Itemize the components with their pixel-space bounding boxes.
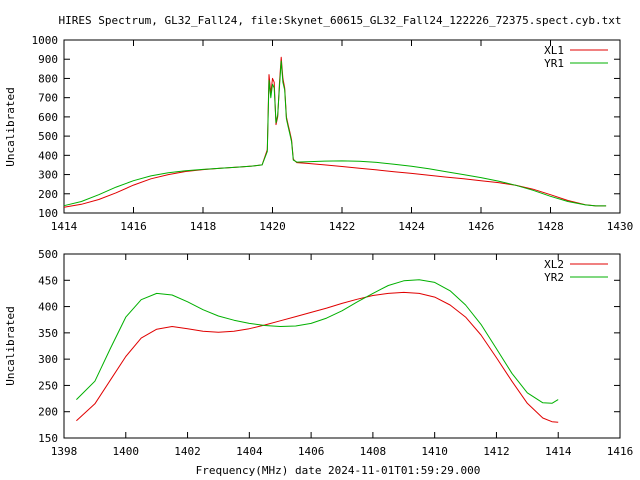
bottom-spectrum-panel: 1398 1400 1402 1404 1406 1408 1410 1412 1414 1416… (4, 248, 633, 458)
top-y-tick-label: 1000 (32, 34, 59, 47)
bottom-y-tick-label: 200 (38, 406, 58, 419)
series-line-xl2 (76, 291, 559, 423)
top-x-tick-label: 1420 (259, 220, 286, 233)
top-x-tick-label: 1422 (329, 220, 356, 233)
legend-label-xl2: XL2 (544, 258, 564, 271)
bottom-y-tick-label: 350 (38, 327, 58, 340)
top-y-tick-label: 200 (38, 188, 58, 201)
top-y-tick-label: 600 (38, 111, 58, 124)
bottom-y-tick-label: 300 (38, 353, 58, 366)
bottom-y-axis-label: Uncalibrated (4, 306, 17, 385)
bottom-x-tick-label: 1408 (360, 445, 387, 458)
series-line-yr1 (63, 60, 607, 207)
top-x-tick-label: 1430 (607, 220, 634, 233)
bottom-y-tick-label: 150 (38, 432, 58, 445)
series-line-yr2 (76, 279, 559, 404)
bottom-x-tick-label: 1400 (113, 445, 140, 458)
bottom-x-tick-label: 1414 (545, 445, 572, 458)
top-x-tick-label: 1418 (190, 220, 217, 233)
bottom-x-tick-label: 1404 (236, 445, 263, 458)
bottom-x-tick-label: 1412 (483, 445, 510, 458)
bottom-x-tick-label: 1410 (421, 445, 448, 458)
bottom-x-tick-label: 1416 (607, 445, 634, 458)
top-spectrum-panel: 1414 1416 1418 1420 1422 1424 1426 1428 1430 100 2… (4, 34, 633, 233)
top-y-axis-label: Uncalibrated (4, 87, 17, 166)
top-x-tick-label: 1426 (468, 220, 495, 233)
top-x-tick-label: 1416 (120, 220, 147, 233)
bottom-x-tick-label: 1398 (51, 445, 78, 458)
top-y-tick-label: 500 (38, 130, 58, 143)
bottom-y-tick-label: 500 (38, 248, 58, 261)
bottom-y-tick-label: 400 (38, 301, 58, 314)
bottom-y-tick-label: 450 (38, 274, 58, 287)
top-x-tick-label: 1414 (51, 220, 78, 233)
bottom-plot-frame (63, 253, 621, 439)
bottom-x-tick-label: 1406 (298, 445, 325, 458)
legend-label-xl1: XL1 (544, 44, 564, 57)
top-y-tick-label: 100 (38, 207, 58, 220)
bottom-x-tick-label: 1402 (174, 445, 201, 458)
legend-label-yr1: YR1 (544, 57, 564, 70)
top-y-tick-label: 900 (38, 53, 58, 66)
top-y-tick-label: 800 (38, 72, 58, 85)
x-axis-label: Frequency(MHz) date 2024-11-01T01:59:29.… (196, 464, 481, 477)
top-y-tick-label: 300 (38, 169, 58, 182)
top-x-tick-label: 1428 (537, 220, 564, 233)
figure-title: HIRES Spectrum, GL32_Fall24, file:Skynet… (59, 14, 622, 27)
top-y-tick-label: 700 (38, 92, 58, 105)
top-y-tick-label: 400 (38, 149, 58, 162)
bottom-y-tick-label: 250 (38, 379, 58, 392)
top-x-tick-label: 1424 (398, 220, 425, 233)
legend-label-yr2: YR2 (544, 271, 564, 284)
